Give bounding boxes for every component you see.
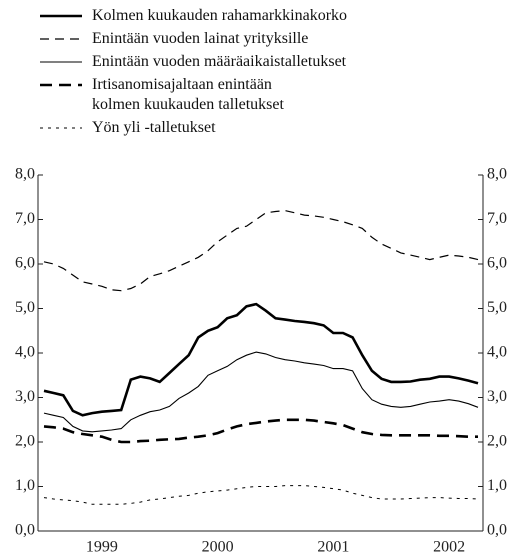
y2-tick-label: 8,0 xyxy=(487,166,507,183)
y-tick-label: 3,0 xyxy=(15,388,35,405)
series-line xyxy=(43,351,479,433)
y-tick-label: 7,0 xyxy=(15,210,35,227)
series-line xyxy=(43,418,478,444)
legend-swatch xyxy=(40,127,82,129)
series-line xyxy=(43,485,479,505)
legend-swatch xyxy=(40,14,82,18)
legend-item: Enintään vuoden lainat yrityksille xyxy=(40,29,347,49)
y-tick-label: 6,0 xyxy=(15,255,35,272)
series-line xyxy=(43,302,479,417)
legend-item: Irtisanomisajaltaan enintään kolmen kuuk… xyxy=(40,75,347,115)
y2-tick-label: 5,0 xyxy=(487,299,507,316)
y2-tick-label: 2,0 xyxy=(487,433,507,450)
legend-item: Enintään vuoden määräaikaistalletukset xyxy=(40,52,347,72)
y2-tick-label: 6,0 xyxy=(487,255,507,272)
series-line xyxy=(43,209,479,292)
y-tick-label: 1,0 xyxy=(15,477,35,494)
y-tick-label: 0,0 xyxy=(15,522,35,539)
y2-tick-label: 1,0 xyxy=(487,477,507,494)
y2-tick-label: 7,0 xyxy=(487,210,507,227)
x-tick-label: 2002 xyxy=(433,539,465,556)
x-tick-label: 2000 xyxy=(202,539,234,556)
y-tick-label: 2,0 xyxy=(15,433,35,450)
y2-tick-label: 0,0 xyxy=(487,522,507,539)
y-tick-label: 5,0 xyxy=(15,299,35,316)
legend-swatch xyxy=(40,61,82,63)
y-tick-label: 8,0 xyxy=(15,166,35,183)
legend: Kolmen kuukauden rahamarkkinakorko Enintä… xyxy=(40,6,347,141)
legend-swatch xyxy=(40,38,82,40)
legend-label: Kolmen kuukauden rahamarkkinakorko xyxy=(92,7,348,24)
y2-tick-label: 3,0 xyxy=(487,388,507,405)
legend-swatch xyxy=(40,83,82,87)
legend-label: Enintään vuoden lainat yrityksille xyxy=(92,30,309,47)
y-tick-label: 4,0 xyxy=(15,344,35,361)
x-tick-label: 1999 xyxy=(86,539,118,556)
legend-label: Yön yli -talletukset xyxy=(92,119,216,136)
legend-label: Enintään vuoden määräaikaistalletukset xyxy=(92,53,347,70)
legend-item: Kolmen kuukauden rahamarkkinakorko xyxy=(40,6,347,26)
y2-tick-label: 4,0 xyxy=(487,344,507,361)
legend-label: Irtisanomisajaltaan enintään kolmen kuuk… xyxy=(92,76,284,113)
legend-item: Yön yli -talletukset xyxy=(40,118,347,138)
x-tick-label: 2001 xyxy=(317,539,349,556)
